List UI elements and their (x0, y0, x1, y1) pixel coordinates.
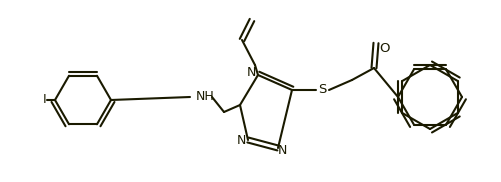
Text: S: S (317, 84, 326, 96)
Text: NH: NH (195, 90, 214, 104)
Text: N: N (236, 134, 245, 147)
Text: N: N (277, 143, 286, 157)
Text: I: I (42, 94, 46, 106)
Text: N: N (246, 66, 255, 80)
Text: O: O (378, 41, 389, 54)
